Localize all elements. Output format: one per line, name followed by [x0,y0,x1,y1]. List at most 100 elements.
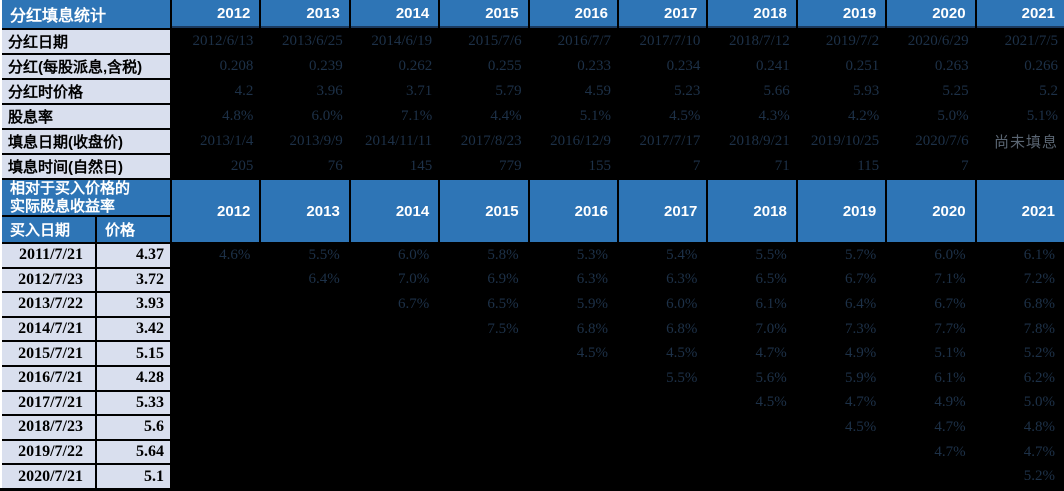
buy-price-cell[interactable]: 5.64 [97,440,170,464]
yield-cell[interactable]: 6.7% [350,293,439,316]
yield-cell[interactable] [529,416,617,439]
data-cell[interactable]: 0.251 [797,55,886,78]
data-cell[interactable]: 0.239 [261,55,349,78]
data-cell[interactable]: 0.262 [350,55,439,78]
data-cell[interactable]: 7 [619,155,707,178]
data-cell[interactable]: 155 [529,155,617,178]
yield-cell[interactable]: 6.9% [440,268,528,292]
yield-cell[interactable] [172,342,260,365]
yield-cell[interactable]: 4.9% [797,342,886,365]
yield-cell[interactable]: 4.5% [619,342,707,365]
data-cell[interactable]: 2013/9/9 [261,130,349,153]
yield-cell[interactable] [261,391,349,415]
data-cell[interactable]: 7.1% [350,105,439,128]
yield-cell[interactable] [261,465,349,488]
yield-cell[interactable] [440,391,528,415]
data-cell[interactable]: 2016/7/7 [529,30,617,53]
buy-date-cell[interactable]: 2018/7/23 [2,416,95,439]
yield-cell[interactable]: 6.4% [797,293,886,316]
data-cell[interactable]: 2019/7/2 [797,30,886,53]
yield-cell[interactable] [887,465,975,488]
yield-cell[interactable] [172,416,260,439]
buy-date-cell[interactable]: 2013/7/22 [2,293,95,316]
row-label[interactable]: 股息率 [2,105,170,128]
data-cell[interactable]: 5.93 [797,80,886,103]
data-cell[interactable]: 71 [708,155,796,178]
buy-price-cell[interactable]: 4.37 [97,244,170,267]
data-cell[interactable]: 2019/10/25 [797,130,886,153]
yield-cell[interactable]: 4.7% [887,416,975,439]
data-cell[interactable]: 2016/12/9 [529,130,617,153]
data-cell[interactable]: 5.1% [529,105,617,128]
row-label[interactable]: 分红日期 [2,30,170,53]
data-cell[interactable]: 4.8% [172,105,260,128]
data-cell[interactable]: 4.2 [172,80,260,103]
yield-cell[interactable]: 4.7% [887,440,975,464]
data-cell[interactable]: 2014/11/11 [350,130,439,153]
year-header-2013[interactable]: 2013 [261,180,349,242]
buy-price-cell[interactable]: 5.33 [97,391,170,415]
yield-cell[interactable]: 7.0% [708,317,796,341]
data-cell[interactable]: 2013/1/4 [172,130,260,153]
yield-cell[interactable] [261,366,349,390]
yield-cell[interactable] [708,416,796,439]
buy-price-cell[interactable]: 5.15 [97,342,170,365]
yield-cell[interactable] [440,342,528,365]
data-cell[interactable]: 2018/9/21 [708,130,796,153]
yield-cell[interactable]: 7.0% [350,268,439,292]
data-cell[interactable]: 145 [350,155,439,178]
yield-cell[interactable]: 7.7% [887,317,975,341]
data-cell[interactable]: 4.3% [708,105,796,128]
data-cell[interactable]: 0.263 [887,55,975,78]
data-cell[interactable]: 6.0% [261,105,349,128]
year-header-2012[interactable]: 2012 [172,180,260,242]
data-cell[interactable]: 尚未填息 [976,130,1064,153]
yield-cell[interactable] [172,293,260,316]
buy-price-cell[interactable]: 4.28 [97,366,170,390]
buy-price-cell[interactable]: 5.6 [97,416,170,439]
yield-cell[interactable] [261,293,349,316]
data-cell[interactable]: 2013/6/25 [261,30,349,53]
yield-cell[interactable] [350,366,439,390]
yield-cell[interactable]: 4.7% [708,342,796,365]
yield-cell[interactable] [261,342,349,365]
yield-cell[interactable] [350,391,439,415]
yield-cell[interactable] [529,391,617,415]
year-header-2017[interactable]: 2017 [619,0,707,28]
yield-cell[interactable]: 6.7% [887,293,975,316]
yield-cell[interactable]: 6.3% [619,268,707,292]
yield-cell[interactable] [261,317,349,341]
buy-date-column-header[interactable]: 买入日期 [2,217,95,242]
yield-cell[interactable] [350,342,439,365]
row-label[interactable]: 填息时间(自然日) [2,155,170,178]
year-header-2017[interactable]: 2017 [619,180,707,242]
data-cell[interactable]: 5.2 [976,80,1064,103]
yield-cell[interactable] [172,440,260,464]
year-header-2016[interactable]: 2016 [529,0,617,28]
yield-cell[interactable]: 5.5% [261,244,349,267]
data-cell[interactable]: 5.79 [440,80,528,103]
data-cell[interactable] [976,155,1064,178]
data-cell[interactable]: 2014/6/19 [350,30,439,53]
data-cell[interactable]: 0.234 [619,55,707,78]
data-cell[interactable]: 2017/8/23 [440,130,528,153]
yield-cell[interactable] [529,440,617,464]
yield-cell[interactable]: 6.4% [261,268,349,292]
yield-cell[interactable] [350,465,439,488]
yield-cell[interactable] [350,416,439,439]
data-cell[interactable]: 2012/6/13 [172,30,260,53]
row-label[interactable]: 分红时价格 [2,80,170,103]
year-header-2018[interactable]: 2018 [708,0,796,28]
yield-cell[interactable]: 5.7% [797,244,886,267]
yield-cell[interactable]: 6.0% [619,293,707,316]
year-header-2019[interactable]: 2019 [797,0,886,28]
yield-cell[interactable]: 5.5% [708,244,796,267]
yield-cell[interactable]: 5.9% [529,293,617,316]
yield-cell[interactable] [172,391,260,415]
buy-price-cell[interactable]: 3.93 [97,293,170,316]
year-header-2014[interactable]: 2014 [350,0,439,28]
yield-cell[interactable]: 5.2% [976,465,1064,488]
yield-cell[interactable]: 6.5% [440,293,528,316]
buy-date-cell[interactable]: 2011/7/21 [2,244,95,267]
year-header-2015[interactable]: 2015 [440,0,528,28]
